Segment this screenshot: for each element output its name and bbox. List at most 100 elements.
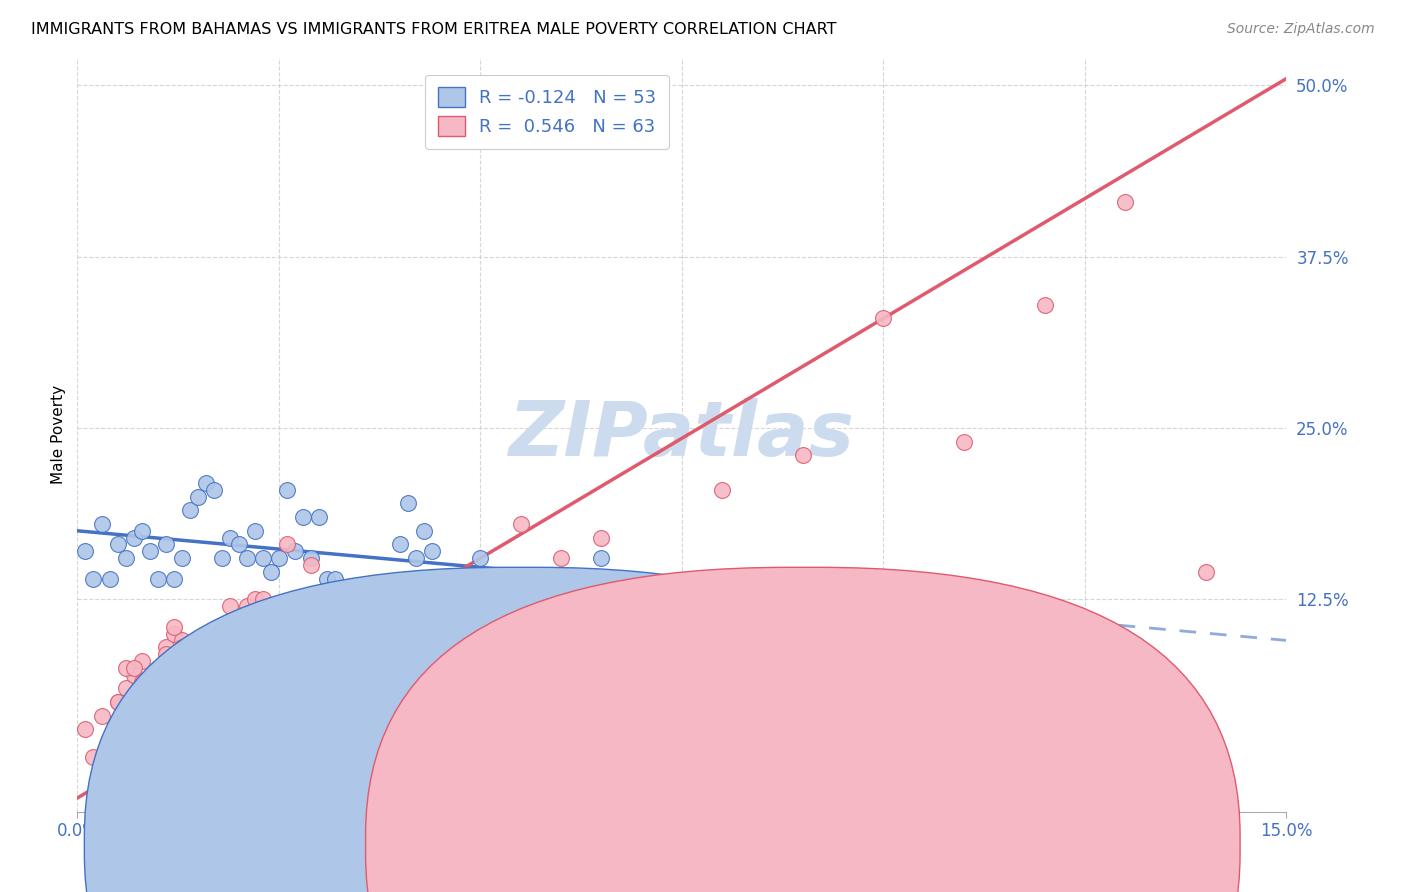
Point — [267, 551, 290, 566]
Legend: R = -0.124   N = 53, R =  0.546   N = 63: R = -0.124 N = 53, R = 0.546 N = 63 — [425, 75, 669, 149]
Point — [591, 551, 613, 566]
Point — [349, 592, 371, 607]
Point — [276, 537, 298, 551]
Point — [75, 544, 97, 558]
Point — [509, 620, 531, 634]
Point — [260, 633, 283, 648]
Point — [292, 510, 315, 524]
Point — [139, 674, 162, 689]
Point — [90, 708, 112, 723]
Point — [107, 695, 129, 709]
Point — [396, 496, 419, 510]
Point — [107, 537, 129, 551]
Point — [711, 483, 734, 497]
Point — [356, 578, 378, 592]
Point — [252, 551, 274, 566]
Point — [98, 736, 121, 750]
Point — [195, 661, 218, 675]
Point — [340, 647, 363, 661]
Point — [75, 723, 97, 737]
Point — [122, 667, 145, 681]
Point — [155, 537, 177, 551]
Text: ZIPatlas: ZIPatlas — [509, 398, 855, 472]
Point — [356, 723, 378, 737]
Point — [453, 606, 475, 620]
Text: Immigrants from Eritrea: Immigrants from Eritrea — [825, 838, 1010, 852]
Point — [252, 592, 274, 607]
Point — [388, 537, 411, 551]
Point — [364, 585, 387, 599]
Point — [671, 620, 693, 634]
Point — [139, 544, 162, 558]
Point — [630, 688, 652, 702]
Point — [187, 490, 209, 504]
Point — [187, 647, 209, 661]
Point — [1195, 565, 1218, 579]
Point — [243, 524, 266, 538]
Point — [509, 516, 531, 531]
Point — [316, 572, 339, 586]
Point — [155, 640, 177, 655]
Point — [323, 572, 346, 586]
Point — [82, 750, 104, 764]
Point — [211, 620, 233, 634]
Point — [202, 483, 225, 497]
Point — [179, 503, 201, 517]
Point — [308, 620, 330, 634]
Point — [364, 730, 387, 744]
Point — [155, 647, 177, 661]
Point — [413, 524, 436, 538]
Point — [388, 777, 411, 791]
Point — [373, 599, 395, 614]
Point — [235, 599, 257, 614]
Point — [114, 661, 136, 675]
Point — [202, 640, 225, 655]
Point — [195, 475, 218, 490]
Point — [323, 647, 346, 661]
Point — [235, 551, 257, 566]
Point — [453, 702, 475, 716]
Point — [470, 702, 492, 716]
Point — [429, 585, 451, 599]
Point — [276, 483, 298, 497]
Point — [260, 565, 283, 579]
Point — [122, 531, 145, 545]
Point — [316, 633, 339, 648]
Point — [90, 516, 112, 531]
Point — [1033, 777, 1056, 791]
Point — [131, 524, 153, 538]
Point — [179, 640, 201, 655]
Point — [163, 626, 186, 640]
Point — [114, 681, 136, 696]
Point — [98, 572, 121, 586]
Point — [349, 730, 371, 744]
Point — [243, 592, 266, 607]
Point — [139, 674, 162, 689]
Point — [405, 551, 427, 566]
Point — [872, 311, 894, 326]
Point — [163, 620, 186, 634]
Point — [82, 572, 104, 586]
Point — [332, 647, 354, 661]
Point — [228, 640, 250, 655]
Point — [146, 661, 169, 675]
Point — [114, 551, 136, 566]
Point — [211, 551, 233, 566]
Point — [308, 510, 330, 524]
Point — [219, 599, 242, 614]
Point — [299, 558, 322, 572]
Point — [792, 449, 814, 463]
Point — [340, 578, 363, 592]
Point — [299, 551, 322, 566]
Point — [172, 551, 194, 566]
Point — [751, 674, 773, 689]
Point — [832, 633, 855, 648]
Point — [1114, 194, 1136, 209]
Point — [146, 572, 169, 586]
Point — [437, 695, 460, 709]
Point — [470, 551, 492, 566]
Text: IMMIGRANTS FROM BAHAMAS VS IMMIGRANTS FROM ERITREA MALE POVERTY CORRELATION CHAR: IMMIGRANTS FROM BAHAMAS VS IMMIGRANTS FR… — [31, 22, 837, 37]
Point — [172, 640, 194, 655]
Text: Immigrants from Bahamas: Immigrants from Bahamas — [544, 838, 748, 852]
Point — [420, 544, 443, 558]
